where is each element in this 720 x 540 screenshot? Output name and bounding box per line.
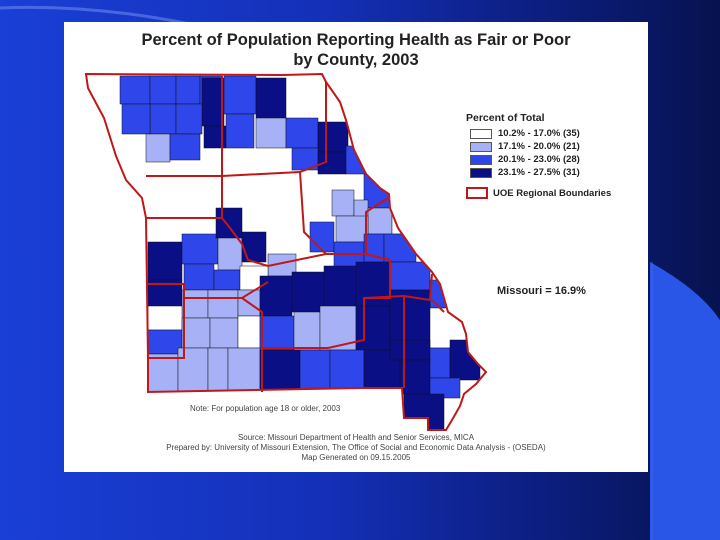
state-average-label: Missouri = 16.9% bbox=[497, 285, 586, 297]
map-title-line-2: by County, 2003 bbox=[293, 51, 419, 69]
legend-label: 23.1% - 27.5% (31) bbox=[498, 167, 580, 178]
map-legend: Percent of Total 10.2% - 17.0% (35) 17.1… bbox=[466, 112, 641, 199]
map-title-line-1: Percent of Population Reporting Health a… bbox=[141, 31, 571, 49]
legend-title: Percent of Total bbox=[466, 112, 545, 124]
legend-item: 17.1% - 20.0% (21) bbox=[470, 140, 641, 153]
credit-prepared-by: Prepared by: University of Missouri Exte… bbox=[166, 443, 546, 452]
legend-region-label: UOE Regional Boundaries bbox=[493, 187, 612, 199]
legend-label: 10.2% - 17.0% (35) bbox=[498, 128, 580, 139]
legend-item: 10.2% - 17.0% (35) bbox=[470, 127, 641, 140]
legend-swatch bbox=[470, 128, 492, 139]
legend-region-item: UOE Regional Boundaries bbox=[466, 187, 641, 199]
legend-item: 23.1% - 27.5% (31) bbox=[470, 166, 641, 179]
legend-swatch bbox=[470, 154, 492, 165]
map-title: Percent of Population Reporting Health a… bbox=[64, 30, 648, 70]
credit-source: Source: Missouri Department of Health an… bbox=[237, 433, 475, 442]
legend-item: 20.1% - 23.0% (28) bbox=[470, 153, 641, 166]
uoe-regional-boundaries bbox=[84, 72, 488, 431]
legend-region-swatch bbox=[466, 187, 488, 199]
legend-swatch bbox=[470, 141, 492, 152]
legend-label: 20.1% - 23.0% (28) bbox=[498, 154, 580, 165]
map-note: Note: For population age 18 or older, 20… bbox=[190, 404, 341, 413]
county-fill-group bbox=[86, 74, 486, 430]
missouri-county-map bbox=[84, 72, 488, 431]
credit-generated-date: Map Generated on 09.15.2005 bbox=[301, 453, 411, 462]
legend-swatch bbox=[470, 167, 492, 178]
map-panel: Percent of Population Reporting Health a… bbox=[64, 22, 648, 472]
map-credits: Source: Missouri Department of Health an… bbox=[64, 433, 648, 463]
legend-label: 17.1% - 20.0% (21) bbox=[498, 141, 580, 152]
